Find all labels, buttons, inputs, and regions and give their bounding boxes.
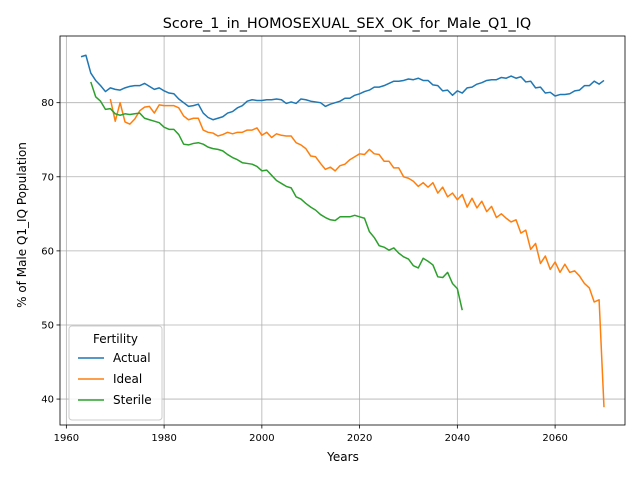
series-line-actual: [80, 54, 605, 121]
y-tick-label: 50: [41, 320, 54, 331]
legend-entries: Actual Ideal Sterile: [78, 351, 152, 407]
legend-title: Fertility: [93, 332, 138, 346]
axes-frame: [59, 35, 626, 426]
chart-title: Score_1_in_HOMOSEXUAL_SEX_OK_for_Male_Q1…: [163, 16, 532, 32]
x-axis-label: Years: [326, 450, 359, 464]
y-tick-label: 70: [41, 172, 54, 183]
series-line-sterile: [90, 81, 463, 311]
series-line-ideal: [109, 98, 605, 408]
legend-label-sterile: Sterile: [113, 393, 152, 407]
y-tick-label: 60: [41, 246, 54, 257]
legend: Fertility Actual Ideal Sterile: [68, 325, 163, 421]
series-lines: [80, 54, 605, 408]
x-tick-label: 2060: [542, 433, 567, 444]
ticks: 1960 1980 2000 2020 2040 2060 40 50 60 70 80: [41, 98, 568, 444]
legend-box: [68, 325, 163, 421]
x-tick-label: 1960: [54, 433, 79, 444]
x-tick-label: 2040: [445, 433, 470, 444]
y-tick-label: 80: [41, 98, 54, 109]
y-axis-label: % of Male Q1_IQ Population: [15, 142, 29, 308]
legend-label-actual: Actual: [113, 351, 151, 365]
legend-label-ideal: Ideal: [113, 372, 142, 386]
x-tick-label: 2020: [347, 433, 372, 444]
x-tick-label: 1980: [151, 433, 176, 444]
y-tick-label: 40: [41, 395, 54, 406]
x-tick-label: 2000: [249, 433, 274, 444]
